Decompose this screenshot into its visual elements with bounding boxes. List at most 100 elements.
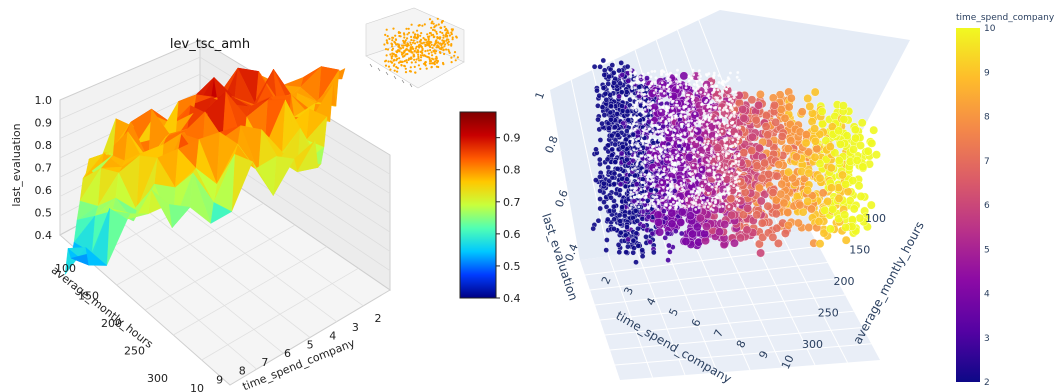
y-axis-label: average_montly_hours (850, 219, 927, 346)
scatter-point-dense (712, 76, 716, 80)
scatter-point-dense (649, 148, 653, 152)
scatter-point-dense (692, 202, 695, 206)
scatter-point-dense (661, 132, 664, 136)
inset-tick (369, 63, 373, 68)
scatter-point-dense (656, 160, 659, 163)
scatter-point (619, 204, 625, 210)
inset-point (383, 43, 386, 46)
scatter-point (635, 129, 641, 136)
scatter-point-dense (732, 110, 736, 114)
scatter-point-dense (651, 179, 655, 182)
scatter-point-dense (636, 142, 639, 146)
scatter-point-dense (690, 77, 693, 81)
inset-point (405, 61, 409, 64)
scatter-point-dense (688, 128, 692, 132)
scatter-point (768, 232, 778, 242)
scatter-point-dense (675, 114, 678, 118)
scatter-point-dense (671, 163, 674, 167)
inset-point (413, 65, 416, 68)
scatter-point-dense (697, 85, 701, 89)
scatter-point-dense (718, 99, 722, 103)
colorbar-tick-label: 9 (984, 68, 990, 78)
jet-colorbar: 0.4 0.5 0.6 0.7 0.8 0.9 (459, 111, 520, 305)
scatter-point (609, 62, 616, 68)
scatter-point-dense (670, 160, 674, 164)
scatter-point-dense (694, 170, 697, 174)
scatter-point (627, 96, 633, 103)
scatter-point-dense (716, 182, 720, 186)
scatter-point-dense (710, 151, 713, 155)
inset-point (410, 35, 413, 38)
scatter-point-dense (706, 164, 710, 167)
scatter-point-dense (733, 142, 737, 146)
scatter-point-dense (669, 177, 673, 181)
scatter-point-dense (680, 156, 684, 159)
inset-point (384, 64, 388, 67)
scatter-point-dense (725, 187, 729, 190)
scatter-point-dense (678, 80, 682, 84)
scatter-point-dense (630, 87, 634, 90)
scatter-point-dense (693, 112, 697, 115)
scatter-point-dense (657, 169, 661, 172)
scatter-point-dense (724, 166, 728, 170)
inset-point (406, 37, 409, 40)
scatter-point-dense (705, 74, 709, 77)
scatter-point (619, 175, 625, 182)
inset-point (392, 64, 395, 67)
scatter-point-dense (715, 121, 719, 125)
scatter-point (595, 217, 602, 224)
scatter-point (595, 116, 601, 123)
scatter-point-dense (730, 106, 734, 110)
inset-point (432, 50, 436, 53)
scatter-point-dense (727, 170, 731, 174)
scatter-point (654, 217, 663, 227)
scatter-point (624, 224, 630, 230)
inset-point (404, 44, 407, 47)
scatter-point (771, 117, 781, 127)
inset-point (441, 31, 444, 35)
scatter-point (616, 93, 622, 100)
scatter-point (843, 187, 853, 197)
scatter-point (597, 137, 604, 143)
inset-point (386, 42, 389, 45)
inset-point (405, 27, 408, 30)
scatter-point-dense (655, 195, 659, 199)
scatter-point-dense (646, 71, 650, 75)
scatter-point-dense (650, 70, 654, 73)
scatter-point-dense (669, 202, 673, 206)
scatter-point-dense (659, 134, 662, 138)
scatter-point-dense (671, 99, 675, 103)
scatter-point-dense (698, 187, 701, 190)
inset-point (430, 66, 433, 69)
inset-point (440, 44, 443, 47)
scatter-point-dense (662, 186, 665, 189)
scatter-point (801, 138, 811, 148)
scatter-point (763, 201, 773, 211)
scatter-point-dense (724, 80, 727, 84)
scatter-point-dense (664, 197, 667, 200)
scatter-point-dense (693, 83, 696, 86)
y-tick-label: 200 (834, 275, 855, 288)
scatter-point (625, 236, 631, 243)
scatter-point-dense (674, 80, 678, 83)
z-tick-label: 0.6 (553, 188, 571, 209)
inset-point (429, 32, 432, 35)
scatter-point-dense (718, 122, 722, 126)
scatter-point (755, 90, 765, 99)
scatter-point-dense (669, 71, 672, 75)
scatter-point-dense (700, 153, 704, 157)
scatter-point-dense (670, 118, 673, 122)
scatter-point-dense (646, 207, 650, 210)
scatter-point-dense (629, 206, 632, 210)
scatter-point-dense (702, 120, 705, 124)
scatter-point-dense (736, 126, 739, 129)
inset-point (398, 50, 401, 53)
scatter-point-dense (672, 200, 675, 204)
scatter-point-dense (632, 77, 636, 81)
scatter-point-dense (675, 201, 679, 205)
scatter-point-dense (694, 198, 698, 202)
scatter-point-dense (710, 81, 713, 85)
scatter-point-dense (729, 71, 732, 75)
z-tick-label: 1.0 (35, 94, 53, 107)
